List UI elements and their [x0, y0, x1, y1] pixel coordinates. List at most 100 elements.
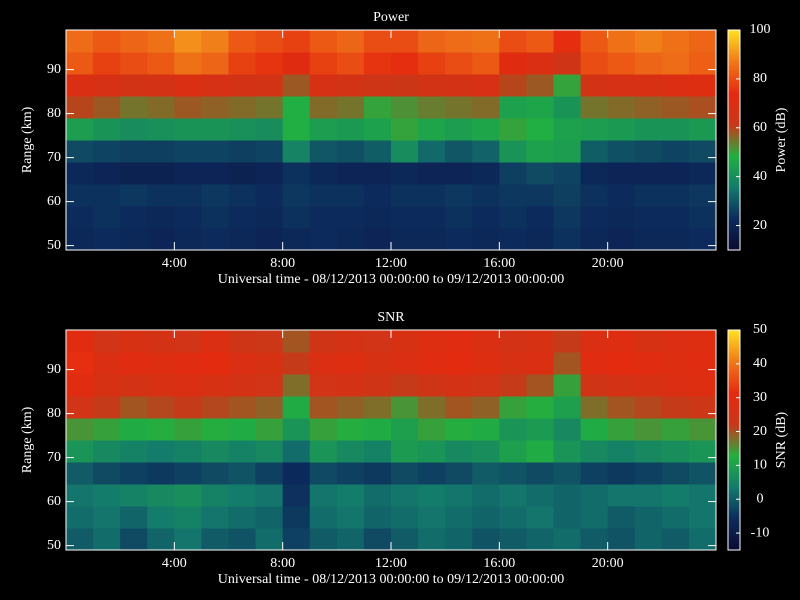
heat-cell [147, 140, 175, 163]
heat-cell [391, 52, 419, 75]
heat-cell [309, 462, 338, 485]
heat-cell [418, 74, 446, 97]
heat-cell [445, 96, 473, 119]
heat-cell [282, 374, 311, 397]
heat-cell [120, 418, 148, 441]
heat-cell [201, 118, 229, 141]
heat-cell [66, 528, 94, 551]
heat-cell [634, 484, 663, 507]
heat-cell [66, 462, 94, 485]
heat-cell [391, 30, 419, 53]
colorbar-step [728, 176, 740, 179]
heat-cell [418, 440, 446, 463]
colorbar-step [728, 234, 740, 237]
heat-cell [661, 118, 690, 141]
heat-cell [607, 528, 636, 551]
heat-cell [661, 396, 690, 419]
heat-cell [553, 506, 582, 529]
heat-cell [336, 440, 365, 463]
colorbar-step [728, 504, 740, 507]
heat-cell [228, 140, 257, 163]
heat-cell [607, 184, 636, 207]
heat-cell [445, 506, 473, 529]
heat-cell [553, 140, 582, 163]
heat-cell [472, 352, 500, 375]
heat-cell [418, 96, 446, 119]
heat-cell [418, 140, 446, 163]
colorbar-label: SNR (dB) [774, 411, 789, 468]
heat-cell [201, 140, 229, 163]
heat-cell [526, 352, 554, 375]
heat-cell [363, 352, 392, 375]
heat-cell [445, 140, 473, 163]
colorbar-step [728, 516, 740, 519]
colorbar-step [728, 442, 740, 445]
heat-cell [472, 374, 500, 397]
heat-cell [255, 74, 284, 97]
heat-cell [661, 140, 690, 163]
heat-cell [66, 396, 94, 419]
colorbar-step [728, 472, 740, 475]
colorbar-step [728, 340, 740, 343]
heat-cell [607, 440, 636, 463]
colorbar-step [728, 132, 740, 135]
y-tick-label: 80 [47, 406, 61, 421]
heat-cell [418, 228, 446, 251]
heat-cell [201, 528, 229, 551]
colorbar-step [728, 366, 740, 369]
heat-cell [688, 140, 717, 163]
colorbar-step [728, 158, 740, 161]
colorbar-step [728, 94, 740, 97]
heat-cell [363, 506, 392, 529]
colorbar-step [728, 414, 740, 417]
heat-cell [580, 396, 609, 419]
heat-cell [336, 228, 365, 251]
heat-cell [499, 330, 527, 353]
heat-cell [147, 352, 175, 375]
colorbar-step [728, 538, 740, 541]
colorbar-step [728, 66, 740, 69]
colorbar-step [728, 412, 740, 415]
heat-cell [201, 228, 229, 251]
heat-cell [147, 440, 175, 463]
heat-cell [661, 162, 690, 185]
heat-cell [309, 162, 338, 185]
heat-cell [120, 184, 148, 207]
heat-cell [120, 30, 148, 53]
heat-cell [607, 206, 636, 229]
heat-cell [363, 374, 392, 397]
heat-cell [93, 462, 121, 485]
heat-cell [553, 352, 582, 375]
heat-cell [526, 74, 554, 97]
colorbar-tick-label: 40 [753, 169, 767, 184]
heat-cell [688, 506, 717, 529]
colorbar-step [728, 400, 740, 403]
colorbar-step [728, 416, 740, 419]
colorbar-step [728, 424, 740, 427]
heat-cell [201, 374, 229, 397]
heat-cell [472, 484, 500, 507]
heat-cell [363, 52, 392, 75]
colorbar-step [728, 374, 740, 377]
colorbar-step [728, 50, 740, 53]
colorbar-step [728, 444, 740, 447]
heat-cell [174, 374, 202, 397]
colorbar-step [728, 530, 740, 533]
heat-cell [147, 374, 175, 397]
heat-cell [336, 352, 365, 375]
heat-cell [363, 96, 392, 119]
heat-cell [553, 484, 582, 507]
heat-cell [526, 330, 554, 353]
heat-cell [363, 118, 392, 141]
heat-cell [526, 52, 554, 75]
heat-cell [553, 30, 582, 53]
heat-cell [174, 418, 202, 441]
heat-cell [363, 184, 392, 207]
heat-cell [688, 418, 717, 441]
heat-cell [688, 74, 717, 97]
x-tick-label: 20:00 [592, 556, 624, 571]
colorbar-step [728, 452, 740, 455]
heat-cell [66, 30, 94, 53]
colorbar-step [728, 380, 740, 383]
colorbar-step [728, 394, 740, 397]
